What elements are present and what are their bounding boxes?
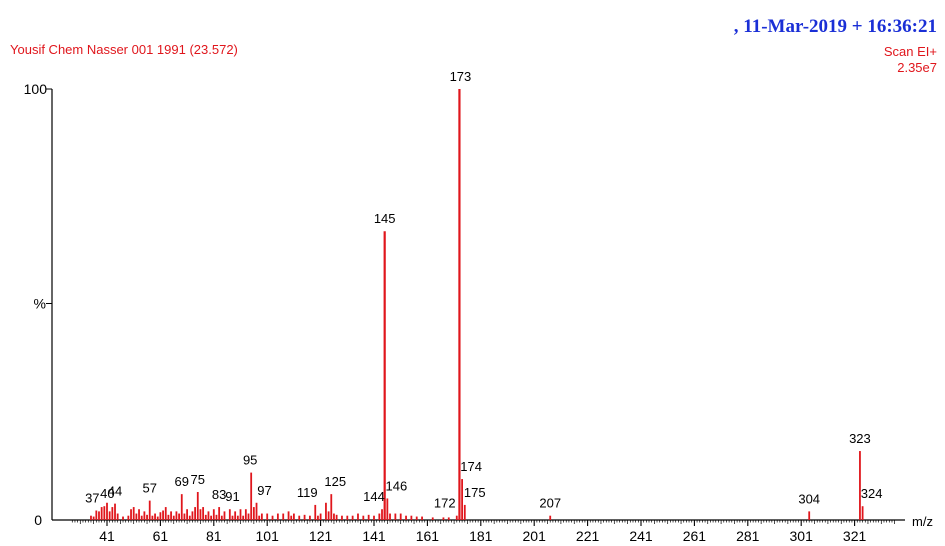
- y-axis-labels: 100% 0: [24, 81, 48, 528]
- x-tick-label-181: 181: [469, 528, 493, 544]
- peak-label-119: 119: [297, 485, 318, 500]
- x-tick-label-321: 321: [843, 528, 867, 544]
- acquisition-date-stamp: , 11-Mar-2019 + 16:36:21: [734, 16, 937, 37]
- x-axis-label: m/z: [912, 514, 933, 529]
- x-tick-label-161: 161: [416, 528, 440, 544]
- peak-label-174: 174: [460, 459, 482, 474]
- chart-axes: [46, 88, 905, 526]
- peak-label-175: 175: [464, 485, 486, 500]
- x-tick-label-101: 101: [256, 528, 280, 544]
- peak-label-146: 146: [385, 478, 407, 493]
- y-tick-label-0: 0: [34, 512, 42, 528]
- x-tick-label-61: 61: [153, 528, 169, 544]
- peak-label-172: 172: [434, 496, 456, 511]
- peak-label-91: 91: [225, 489, 239, 504]
- peak-label-304: 304: [798, 491, 820, 506]
- peak-label-144: 144: [363, 489, 385, 504]
- y-tick-label-100: 100: [24, 81, 48, 97]
- peak-label-95: 95: [243, 453, 257, 468]
- y-axis-label: %: [34, 296, 46, 312]
- x-axis-tick-labels: 41 61 81 101 121 141 161 181 201 221 241 261 281 301 3…: [99, 514, 933, 544]
- peak-label-69: 69: [175, 474, 189, 489]
- peak-label-125: 125: [324, 474, 346, 489]
- peak-label-97: 97: [257, 483, 271, 498]
- peak-label-40: 40: [100, 486, 114, 501]
- spectrum-peaks: [90, 89, 864, 520]
- x-tick-label-81: 81: [206, 528, 222, 544]
- x-tick-label-261: 261: [683, 528, 707, 544]
- peak-label-324: 324: [861, 486, 883, 501]
- x-tick-label-141: 141: [362, 528, 386, 544]
- x-tick-label-221: 221: [576, 528, 600, 544]
- peak-label-323: 323: [849, 431, 871, 446]
- x-tick-label-241: 241: [629, 528, 653, 544]
- x-tick-label-201: 201: [523, 528, 547, 544]
- x-tick-label-281: 281: [736, 528, 760, 544]
- base-peak-intensity: 2.35e7: [897, 60, 937, 75]
- x-tick-label-121: 121: [309, 528, 333, 544]
- peak-label-173: 173: [450, 69, 472, 84]
- peak-label-207: 207: [539, 496, 561, 511]
- peak-label-57: 57: [142, 481, 156, 496]
- x-tick-label-41: 41: [99, 528, 115, 544]
- peak-label-37: 37: [85, 491, 99, 506]
- peak-label-145: 145: [374, 211, 396, 226]
- peak-label-83: 83: [212, 487, 226, 502]
- peak-label-75: 75: [191, 472, 205, 487]
- peak-label-44: 44: [108, 484, 122, 499]
- x-tick-label-301: 301: [790, 528, 814, 544]
- sample-title: Yousif Chem Nasser 001 1991 (23.572): [10, 42, 238, 57]
- scan-mode-label: Scan EI+: [884, 44, 937, 59]
